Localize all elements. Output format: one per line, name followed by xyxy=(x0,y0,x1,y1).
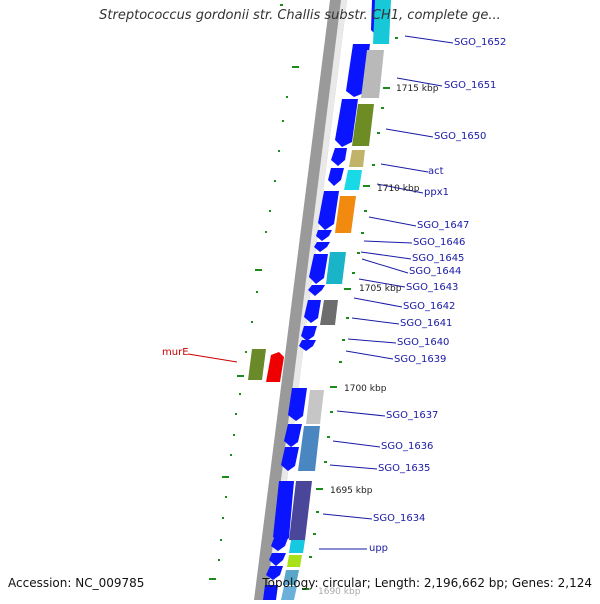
gene-label[interactable]: SGO_1641 xyxy=(400,318,453,329)
gene-label[interactable]: SGO_1643 xyxy=(406,282,459,293)
outer-tick-ring xyxy=(209,4,299,580)
gene-olive-murE[interactable] xyxy=(248,349,266,380)
gene-lightblue-bottom[interactable] xyxy=(281,586,297,600)
murE-leader xyxy=(187,353,238,363)
gene-label[interactable]: SGO_1651 xyxy=(444,80,497,91)
scale-label: 1710 kbp xyxy=(377,184,420,194)
gene-label[interactable]: SGO_1635 xyxy=(378,463,431,474)
gene-label[interactable]: SGO_1639 xyxy=(394,354,447,365)
gene-grey-1637[interactable] xyxy=(306,390,324,424)
scale-label: 1705 kbp xyxy=(359,284,402,294)
gene-red-murE[interactable] xyxy=(266,352,284,382)
gene-label[interactable]: SGO_1645 xyxy=(412,253,465,264)
gene-cyan-upp[interactable] xyxy=(289,540,305,553)
gene-slate-1634[interactable] xyxy=(289,481,312,540)
gene-label[interactable]: ppx1 xyxy=(424,187,449,198)
inner-tick-ring xyxy=(302,37,398,590)
gene-lime[interactable] xyxy=(287,555,302,567)
gene-cyan-top[interactable] xyxy=(373,0,391,44)
gene-label[interactable]: upp xyxy=(369,543,389,554)
gene-label[interactable]: SGO_1652 xyxy=(454,37,507,48)
scale-label: 1700 kbp xyxy=(344,384,387,394)
genome-summary: Topology: circular; Length: 2,196,662 bp… xyxy=(262,576,592,590)
gene-cyan-1643[interactable] xyxy=(326,252,346,284)
gene-label[interactable]: SGO_1644 xyxy=(409,266,462,277)
scale-label: 1695 kbp xyxy=(330,486,373,496)
gene-label[interactable]: SGO_1650 xyxy=(434,131,487,142)
map-title: Streptococcus gordonii str. Challis subs… xyxy=(99,8,501,23)
gene-grey-1651[interactable] xyxy=(361,50,384,98)
gene-teal-bottom[interactable] xyxy=(283,570,299,585)
gene-orange-1647[interactable] xyxy=(335,196,356,233)
gene-darkgrey-1641[interactable] xyxy=(320,300,338,325)
gene-label[interactable]: SGO_1647 xyxy=(417,220,470,231)
gene-olive-1650[interactable] xyxy=(352,104,374,146)
accession-text: Accession: NC_009785 xyxy=(8,576,145,590)
gene-label[interactable]: SGO_1640 xyxy=(397,337,450,348)
gene-khaki-act[interactable] xyxy=(349,150,365,167)
gene-label[interactable]: SGO_1646 xyxy=(413,237,466,248)
gene-label[interactable]: SGO_1642 xyxy=(403,301,456,312)
gene-label-murE[interactable]: murE xyxy=(162,347,189,358)
gene-cyan-ppx1[interactable] xyxy=(344,170,362,190)
gene-label[interactable]: SGO_1637 xyxy=(386,410,439,421)
colored-genes[interactable] xyxy=(248,0,391,600)
label-leaders xyxy=(319,35,454,550)
gene-label[interactable]: act xyxy=(428,166,444,177)
gene-steel-1636[interactable] xyxy=(298,426,320,471)
gene-label[interactable]: SGO_1634 xyxy=(373,513,426,524)
scale-label: 1690 kbp xyxy=(318,587,361,597)
scale-label: 1715 kbp xyxy=(396,84,439,94)
gene-label[interactable]: SGO_1636 xyxy=(381,441,434,452)
